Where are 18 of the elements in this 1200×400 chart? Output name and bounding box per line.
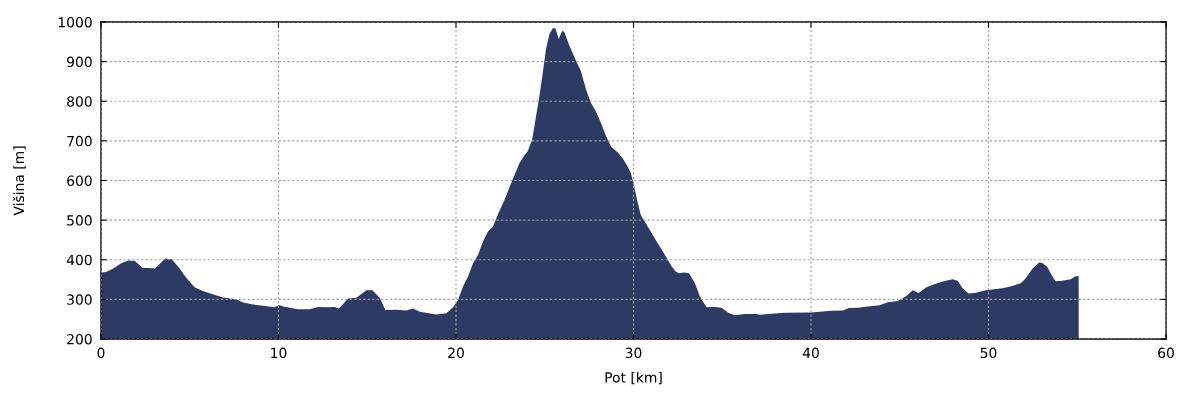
y-tick-label: 800 [67,96,92,107]
y-tick-label: 200 [67,333,92,345]
x-tick-label: 10 [271,347,287,359]
y-tick-label: 500 [67,215,92,226]
y-tick-label: 400 [66,254,92,266]
y-tick-label: 700 [67,135,92,147]
y-tick-label: 600 [67,175,92,186]
y-tick-label: 300 [67,294,92,305]
x-tick-label: 60 [1158,347,1174,359]
x-tick-label: 50 [980,347,997,359]
x-axis-title: Pot [km] [605,371,662,385]
y-tick-label: 1000 [58,16,92,28]
y-axis-title: Višina [m] [12,146,26,216]
x-tick-label: 0 [97,347,105,359]
x-tick-label: 30 [625,347,642,359]
y-tick-label: 900 [67,56,92,68]
x-tick-label: 20 [448,347,464,359]
x-tick-label: 40 [802,347,819,359]
